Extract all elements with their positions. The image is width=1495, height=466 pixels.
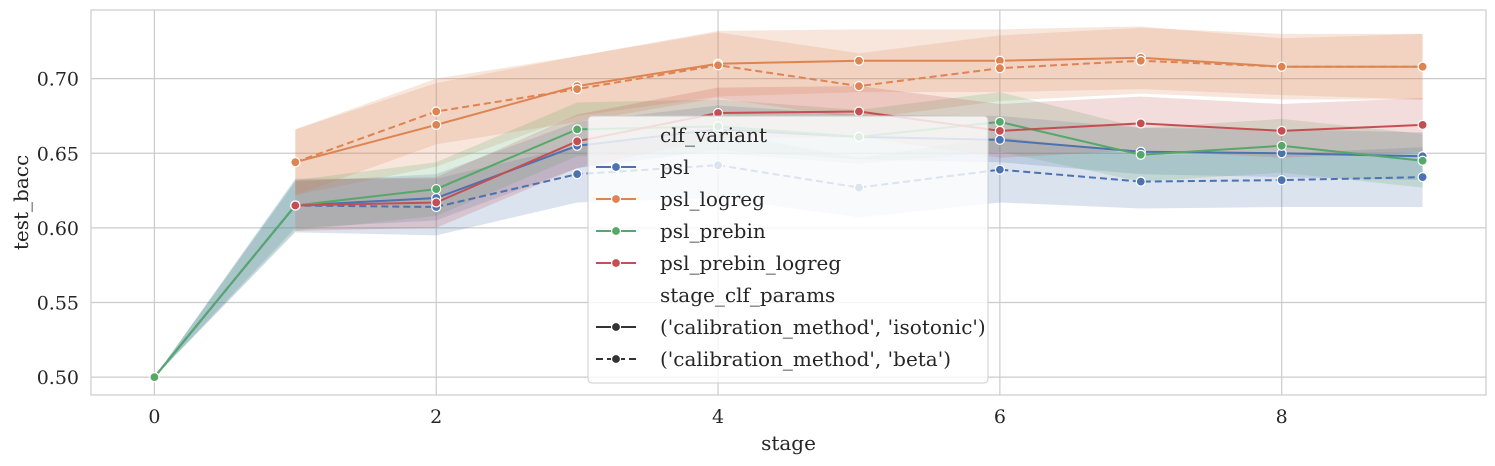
- legend-box: [587, 115, 989, 384]
- y-tick-label: 0.65: [37, 143, 79, 165]
- legend-handle-marker: [610, 321, 622, 333]
- marker-psl-beta: [1135, 176, 1146, 187]
- x-tick-label: 8: [1276, 406, 1288, 428]
- legend-entry-label: psl_prebin_logreg: [660, 251, 841, 275]
- marker-psl-logreg-beta: [994, 63, 1005, 74]
- x-tick-label: 0: [148, 406, 160, 428]
- x-axis-label: stage: [761, 431, 816, 455]
- plot-frame: [90, 9, 1487, 396]
- marker-psl-logreg-beta: [853, 81, 865, 92]
- marker-psl-logreg-beta: [572, 83, 583, 95]
- marker-psl-prebin-logreg-isotonic: [290, 200, 301, 211]
- marker-psl-prebin-isotonic: [1417, 155, 1428, 166]
- marker-psl-logreg-beta: [712, 60, 724, 71]
- legend-entry-label: ('calibration_method', 'isotonic'): [660, 315, 986, 339]
- marker-psl-beta: [572, 169, 583, 180]
- marker-psl-prebin-logreg-isotonic: [572, 136, 583, 147]
- marker-psl-prebin-logreg-isotonic: [994, 125, 1005, 136]
- tick-labels: 0 2 4 6 8 0.50 0.55 0.60 0.65 0.70: [37, 69, 1288, 428]
- marker-psl-beta: [1276, 175, 1287, 186]
- marker-psl-prebin-isotonic: [149, 371, 160, 383]
- marker-psl-prebin-isotonic: [994, 116, 1005, 128]
- legend-handle-marker: [610, 193, 622, 205]
- band-psl-prebin-isotonic: [154, 92, 1423, 378]
- legend-handle-marker: [610, 225, 622, 237]
- marker-psl-logreg-isotonic: [853, 55, 865, 66]
- legend-entry-label: ('calibration_method', 'beta'): [660, 347, 951, 371]
- marker-psl-prebin-isotonic: [572, 124, 583, 135]
- y-tick-label: 0.50: [37, 367, 79, 389]
- marker-psl-prebin-logreg-isotonic: [1276, 125, 1287, 136]
- x-tick-label: 4: [712, 406, 724, 428]
- marker-psl-logreg-beta: [290, 157, 301, 168]
- marker-psl-prebin-isotonic: [431, 183, 442, 195]
- y-axis-label: test_bacc: [9, 155, 33, 250]
- legend-handle-marker: [610, 257, 622, 269]
- band-psl-beta: [154, 132, 1423, 378]
- marker-psl-beta: [1417, 172, 1428, 183]
- legend-title: clf_variant: [660, 123, 767, 147]
- marker-psl-prebin-isotonic: [1135, 149, 1146, 160]
- marker-psl-prebin-logreg-isotonic: [853, 106, 865, 117]
- legend-handle-marker: [610, 161, 622, 173]
- marker-psl-prebin-logreg-isotonic: [1135, 118, 1146, 129]
- legend-entry-label: psl_prebin: [660, 219, 766, 243]
- y-tick-label: 0.55: [37, 292, 79, 314]
- legend-handle-marker: [610, 353, 622, 365]
- legend-entry-label: psl: [660, 155, 689, 179]
- marker-psl-prebin-isotonic: [1276, 140, 1287, 151]
- marker-psl-logreg-beta: [1276, 61, 1287, 72]
- legend-title: stage_clf_params: [660, 283, 835, 307]
- band-psl-logreg-isotonic: [295, 26, 1423, 196]
- marker-psl-prebin-logreg-isotonic: [1417, 119, 1428, 131]
- x-tick-label: 2: [430, 406, 442, 428]
- marker-psl-logreg-beta: [1135, 55, 1146, 66]
- marker-psl-beta: [994, 164, 1005, 175]
- marker-psl-logreg-beta: [431, 106, 442, 117]
- x-tick-label: 6: [994, 406, 1006, 428]
- marker-psl-isotonic: [994, 134, 1005, 145]
- marker-psl-logreg-isotonic: [431, 119, 442, 131]
- y-tick-label: 0.70: [37, 69, 79, 91]
- legend-entry-label: psl_logreg: [660, 187, 765, 211]
- marker-psl-prebin-logreg-isotonic: [431, 197, 442, 208]
- y-tick-label: 0.60: [37, 218, 79, 240]
- marker-psl-logreg-beta: [1417, 61, 1428, 72]
